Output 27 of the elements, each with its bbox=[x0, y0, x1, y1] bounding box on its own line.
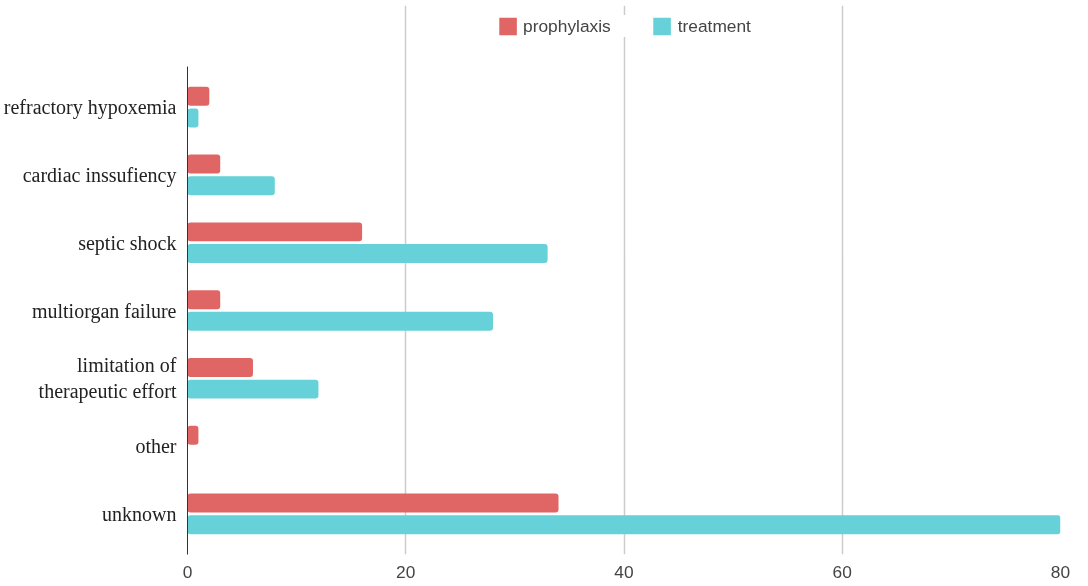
bar bbox=[187, 515, 1061, 535]
bar bbox=[187, 311, 494, 331]
y-tick-label: other bbox=[135, 435, 177, 458]
bar bbox=[187, 290, 221, 310]
x-tick-label: 20 bbox=[396, 561, 416, 582]
x-tick-label: 40 bbox=[614, 561, 634, 582]
bar bbox=[187, 86, 210, 106]
legend-label: prophylaxis bbox=[523, 15, 611, 37]
legend-label: treatment bbox=[677, 15, 751, 37]
bar bbox=[187, 222, 363, 242]
bar bbox=[187, 176, 275, 196]
y-tick-label: septic shock bbox=[78, 231, 177, 255]
bar bbox=[187, 154, 221, 174]
y-tick-label: multiorgan failure bbox=[31, 299, 177, 323]
y-tick-label: cardiac inssufiency bbox=[22, 163, 177, 187]
x-tick-label: 60 bbox=[832, 561, 852, 582]
bar bbox=[187, 493, 559, 513]
bar bbox=[187, 244, 548, 264]
bar bbox=[187, 357, 253, 377]
bar bbox=[187, 425, 199, 445]
y-tick-label: limitation of therapeutic effort bbox=[38, 354, 177, 404]
x-tick-label: 0 bbox=[182, 561, 193, 582]
bar bbox=[187, 379, 319, 399]
x-tick-label: 80 bbox=[1050, 561, 1071, 582]
y-tick-label: unknown bbox=[102, 502, 177, 525]
bar bbox=[187, 108, 199, 128]
y-tick-label: refractory hypoxemia bbox=[3, 96, 177, 120]
